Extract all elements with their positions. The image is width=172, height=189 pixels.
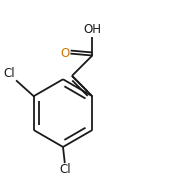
Text: Cl: Cl xyxy=(3,67,15,80)
Text: O: O xyxy=(60,47,69,60)
Text: Cl: Cl xyxy=(59,163,71,176)
Text: OH: OH xyxy=(83,23,101,36)
